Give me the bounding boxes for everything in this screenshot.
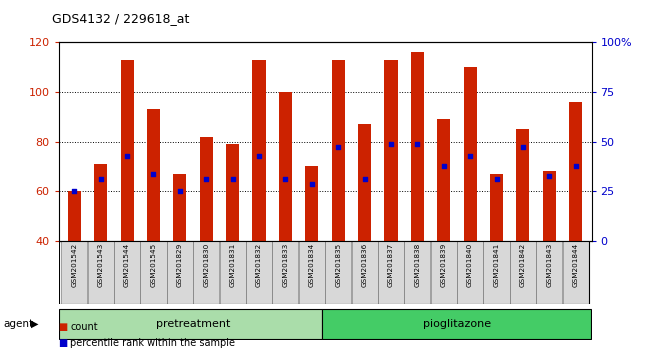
FancyBboxPatch shape <box>484 241 510 304</box>
Bar <box>358 124 371 340</box>
Text: GSM201835: GSM201835 <box>335 242 341 287</box>
Text: GSM201545: GSM201545 <box>151 242 157 287</box>
Bar <box>147 109 160 340</box>
Text: GSM201834: GSM201834 <box>309 242 315 287</box>
Text: GSM201832: GSM201832 <box>256 242 262 287</box>
FancyBboxPatch shape <box>193 241 219 304</box>
Text: percentile rank within the sample: percentile rank within the sample <box>70 338 235 348</box>
Text: GSM201830: GSM201830 <box>203 242 209 287</box>
FancyBboxPatch shape <box>404 241 430 304</box>
Text: ▶: ▶ <box>31 319 39 329</box>
Point <box>412 141 423 147</box>
Point <box>385 141 396 147</box>
FancyBboxPatch shape <box>563 241 589 304</box>
Bar <box>200 137 213 340</box>
FancyBboxPatch shape <box>114 241 140 304</box>
Bar <box>226 144 239 340</box>
Text: GSM201829: GSM201829 <box>177 242 183 287</box>
Bar <box>543 171 556 340</box>
FancyBboxPatch shape <box>322 309 592 339</box>
Text: GSM201844: GSM201844 <box>573 242 578 287</box>
Text: agent: agent <box>3 319 33 329</box>
FancyBboxPatch shape <box>299 241 325 304</box>
Text: GSM201842: GSM201842 <box>520 242 526 287</box>
FancyBboxPatch shape <box>167 241 193 304</box>
Bar <box>68 191 81 340</box>
FancyBboxPatch shape <box>246 241 272 304</box>
Point <box>227 176 238 182</box>
Bar <box>120 60 134 340</box>
Text: GSM201837: GSM201837 <box>388 242 394 287</box>
Point <box>254 154 265 159</box>
Text: GSM201542: GSM201542 <box>72 242 77 287</box>
Bar <box>437 119 450 340</box>
Bar <box>516 129 530 340</box>
Bar <box>252 60 266 340</box>
Text: count: count <box>70 322 98 332</box>
Bar <box>569 102 582 340</box>
Text: GSM201543: GSM201543 <box>98 242 104 287</box>
Text: GSM201833: GSM201833 <box>282 242 289 287</box>
Bar <box>463 67 476 340</box>
FancyBboxPatch shape <box>536 241 562 304</box>
Point <box>148 171 159 177</box>
FancyBboxPatch shape <box>510 241 536 304</box>
Bar <box>306 166 318 340</box>
FancyBboxPatch shape <box>325 241 351 304</box>
Point <box>175 188 185 194</box>
Point <box>517 144 528 149</box>
Point <box>544 173 554 179</box>
FancyBboxPatch shape <box>457 241 483 304</box>
Point <box>69 188 79 194</box>
Bar <box>279 92 292 340</box>
Text: pretreatment: pretreatment <box>156 319 230 329</box>
Bar <box>384 60 398 340</box>
Text: GSM201840: GSM201840 <box>467 242 473 287</box>
FancyBboxPatch shape <box>140 241 166 304</box>
Text: GSM201838: GSM201838 <box>414 242 421 287</box>
Point <box>439 164 449 169</box>
Point <box>280 176 291 182</box>
Point <box>465 154 475 159</box>
FancyBboxPatch shape <box>220 241 246 304</box>
Point <box>359 176 370 182</box>
Text: GSM201841: GSM201841 <box>493 242 499 287</box>
Bar <box>411 52 424 340</box>
Bar <box>332 60 344 340</box>
Bar <box>174 174 187 340</box>
FancyBboxPatch shape <box>88 241 114 304</box>
FancyBboxPatch shape <box>61 241 87 304</box>
Point <box>333 144 343 149</box>
FancyBboxPatch shape <box>378 241 404 304</box>
Point <box>571 164 581 169</box>
Text: GSM201836: GSM201836 <box>361 242 368 287</box>
FancyBboxPatch shape <box>58 309 322 339</box>
Point <box>307 181 317 187</box>
Text: GSM201831: GSM201831 <box>229 242 236 287</box>
Text: GSM201843: GSM201843 <box>546 242 552 287</box>
FancyBboxPatch shape <box>352 241 378 304</box>
Text: ■: ■ <box>58 338 68 348</box>
Text: ■: ■ <box>58 322 68 332</box>
Point <box>201 176 211 182</box>
Text: GSM201544: GSM201544 <box>124 242 130 287</box>
FancyBboxPatch shape <box>431 241 457 304</box>
FancyBboxPatch shape <box>272 241 298 304</box>
Point <box>96 176 106 182</box>
Bar <box>490 174 503 340</box>
Bar <box>94 164 107 340</box>
Text: pioglitazone: pioglitazone <box>423 319 491 329</box>
Point <box>491 176 502 182</box>
Text: GSM201839: GSM201839 <box>441 242 447 287</box>
Text: GDS4132 / 229618_at: GDS4132 / 229618_at <box>52 12 189 25</box>
Point <box>122 154 133 159</box>
